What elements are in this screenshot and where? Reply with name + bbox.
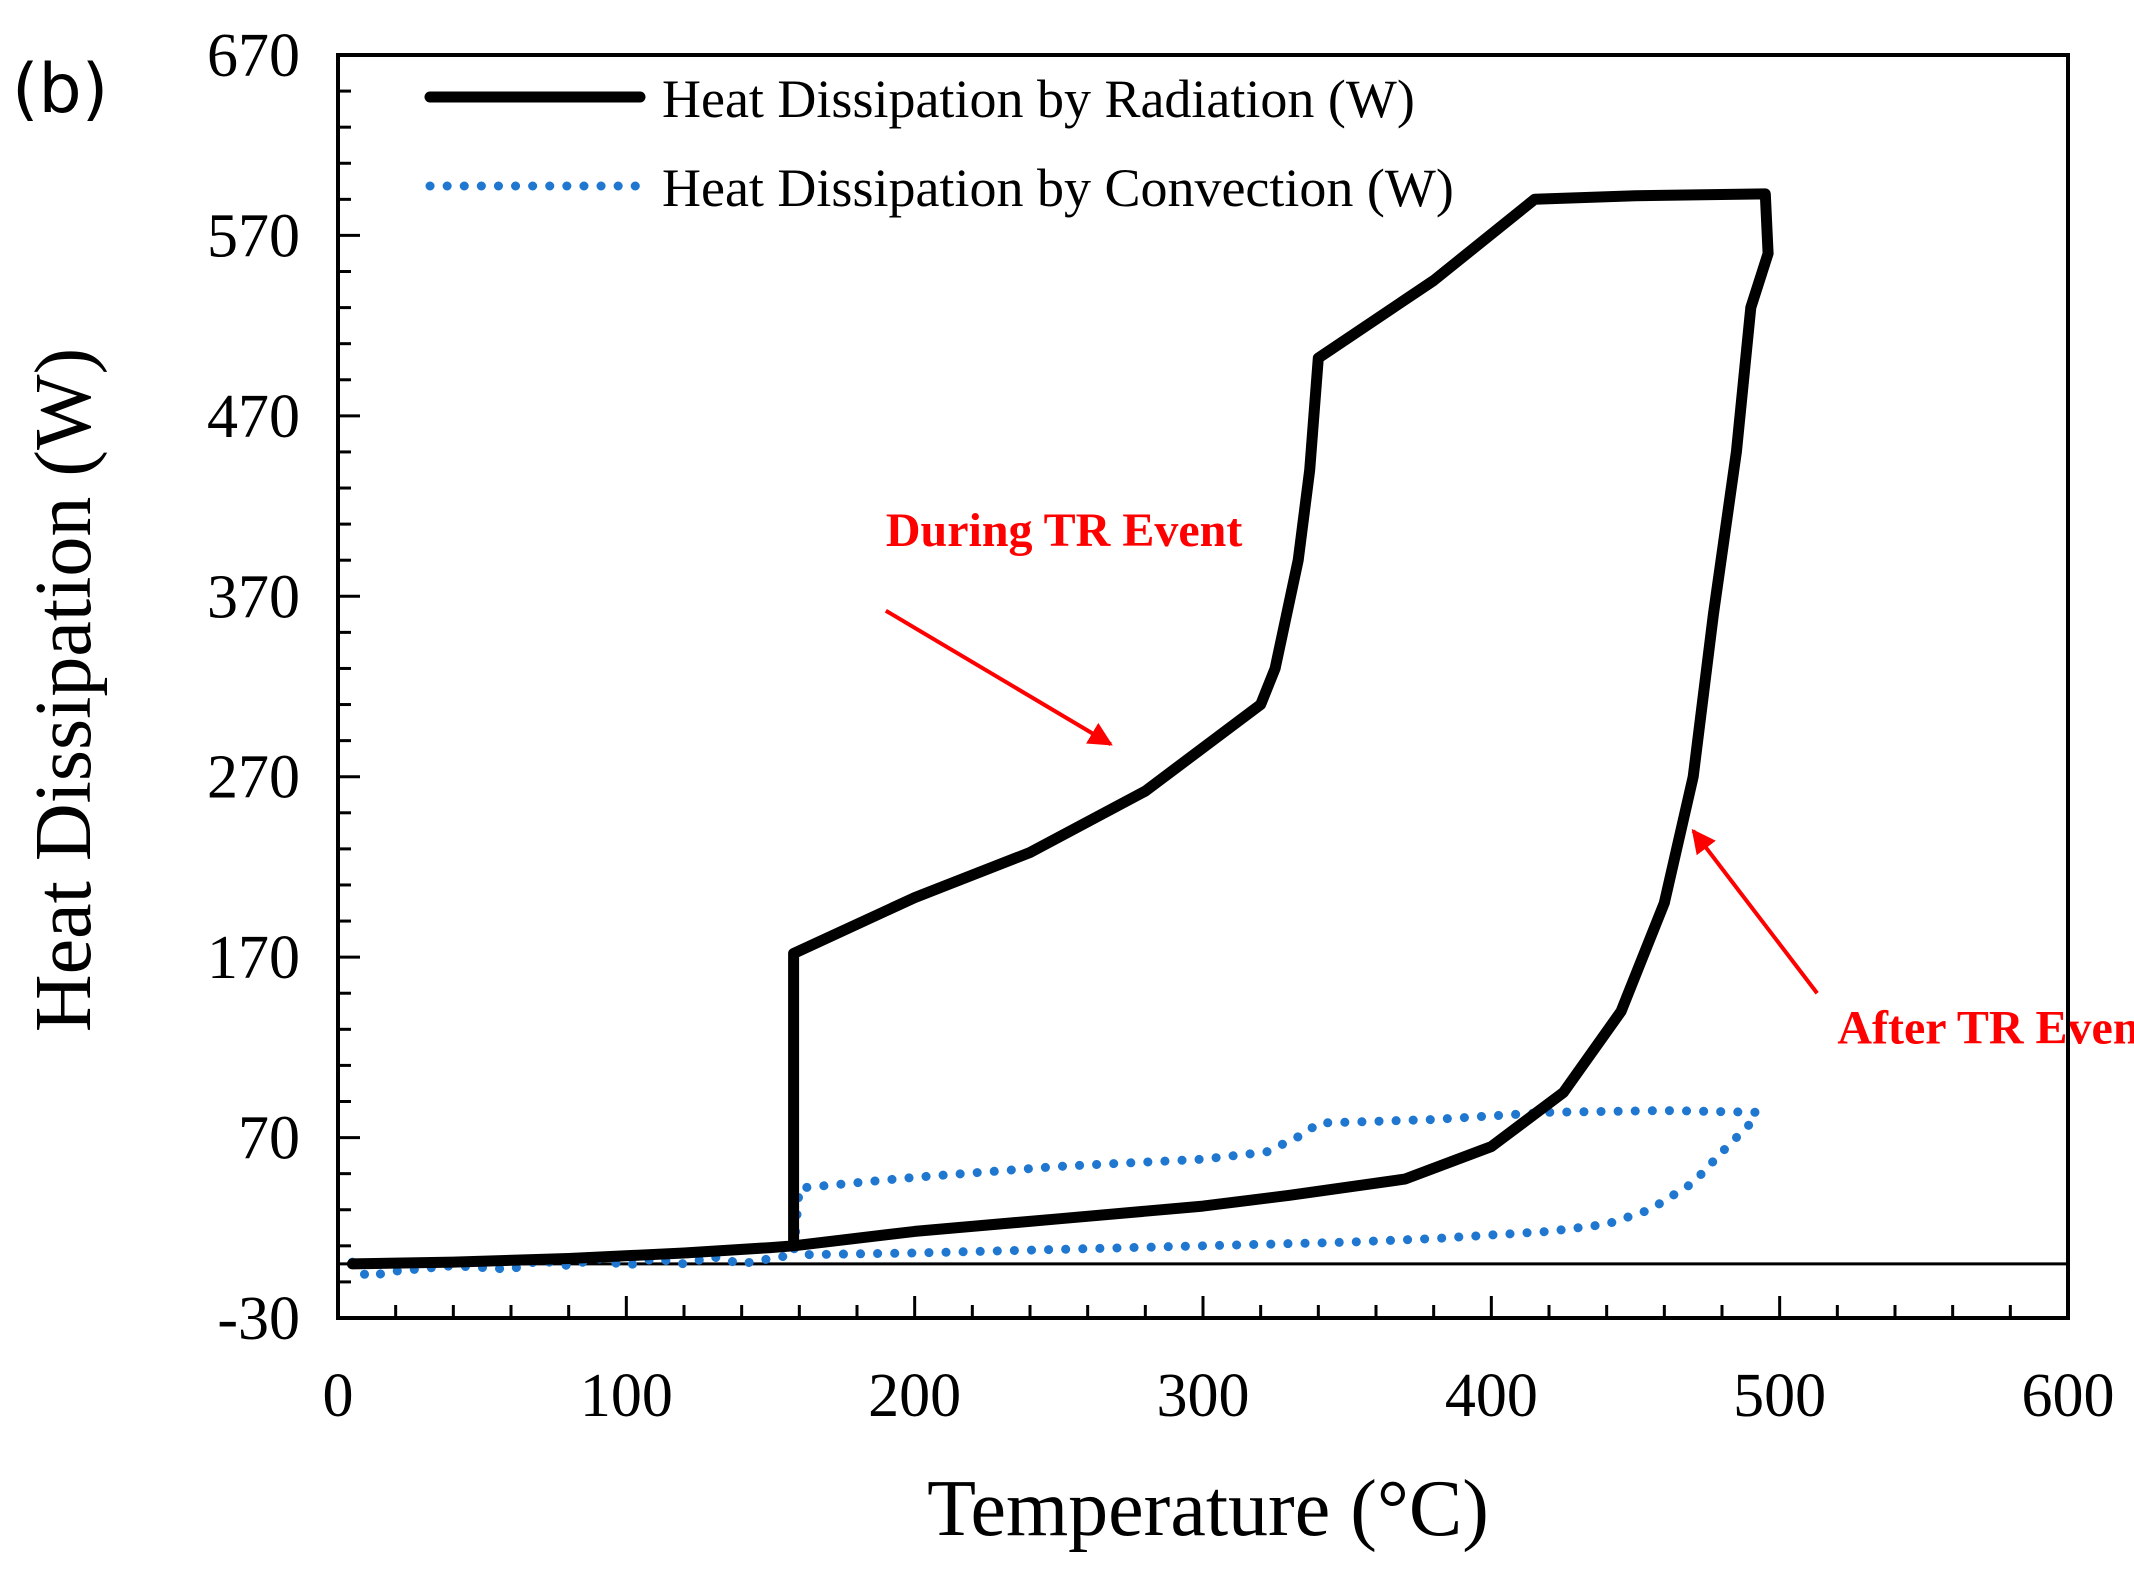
x-tick-label: 400: [1445, 1362, 1538, 1430]
y-tick-label: 170: [207, 924, 300, 992]
legend: Heat Dissipation by Radiation (W) Heat D…: [424, 69, 1454, 218]
y-tick-labels: -30 70 170 270 370 470 570 670: [207, 22, 300, 1353]
y-tick-label: 70: [238, 1105, 300, 1173]
x-tick-label: 600: [2022, 1362, 2115, 1430]
convection-series-line: [347, 1105, 1765, 1282]
x-tick-label: 300: [1157, 1362, 1250, 1430]
annotation-during-tr: During TR Event: [886, 504, 1243, 557]
y-tick-label: 270: [207, 744, 300, 812]
x-tick-label: 500: [1733, 1362, 1826, 1430]
x-tick-label: 100: [580, 1362, 673, 1430]
y-tick-label: 370: [207, 563, 300, 631]
legend-label-radiation: Heat Dissipation by Radiation (W): [662, 69, 1415, 129]
y-tick-label: 570: [207, 202, 300, 270]
y-tick-label: -30: [217, 1285, 300, 1353]
x-axis-title: Temperature (°C): [927, 1465, 1489, 1553]
x-tick-label: 200: [868, 1362, 961, 1430]
y-tick-label: 670: [207, 22, 300, 90]
series-layer: [346, 188, 1774, 1282]
annotation-arrow-during-tr: [884, 609, 1113, 746]
annotation-after-tr: After TR Event: [1837, 1002, 2134, 1055]
y-tick-label: 470: [207, 383, 300, 451]
radiation-series-line: [346, 188, 1774, 1270]
plot-frame: [336, 53, 2070, 1320]
y-axis-title: Heat Dissipation (W): [20, 348, 108, 1032]
x-tick-label: 0: [323, 1362, 354, 1430]
annotations: During TR Event After TR Event: [884, 504, 2134, 1055]
legend-label-convection: Heat Dissipation by Convection (W): [662, 158, 1454, 218]
panel-label: (b): [12, 50, 108, 129]
x-tick-labels: 0 100 200 300 400 500 600: [323, 1362, 2115, 1430]
axis-ticks: [336, 53, 2070, 1320]
annotation-arrow-after-tr: [1691, 828, 1819, 995]
